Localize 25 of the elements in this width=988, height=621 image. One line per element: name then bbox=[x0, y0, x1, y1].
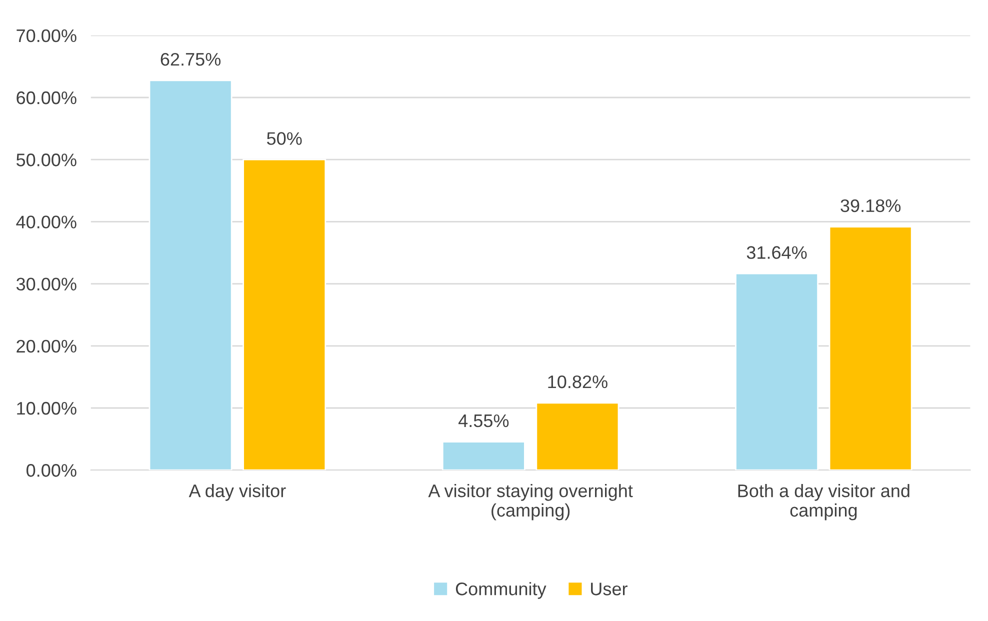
y-tick-label: 40.00% bbox=[16, 216, 76, 228]
legend-label: User bbox=[591, 582, 628, 596]
x-tick-label: A visitor staying overnight (camping) bbox=[428, 484, 633, 520]
y-tick-label: 70.00% bbox=[16, 29, 76, 42]
y-tick-label: 10.00% bbox=[17, 402, 76, 415]
data-label: 10.82% bbox=[548, 375, 608, 388]
y-tick-label: 30.00% bbox=[16, 278, 76, 291]
y-tick-label: 60.00% bbox=[16, 91, 76, 104]
data-label: 62.75% bbox=[160, 52, 221, 66]
bar bbox=[735, 272, 818, 470]
data-label: 39.18% bbox=[840, 199, 901, 212]
data-label: 4.55% bbox=[458, 414, 509, 428]
y-tick-label: 20.00% bbox=[16, 340, 76, 353]
legend-label: Community bbox=[456, 582, 546, 599]
x-tick-label: Both a day visitor and camping bbox=[738, 484, 910, 520]
bar bbox=[536, 402, 620, 470]
bar bbox=[828, 226, 912, 470]
x-tick-label: A day visitor bbox=[188, 484, 286, 501]
bar bbox=[442, 441, 526, 470]
bar bbox=[242, 158, 326, 470]
bar bbox=[148, 80, 232, 470]
data-label: 50% bbox=[267, 132, 302, 145]
y-tick-label: 50.00% bbox=[16, 154, 76, 166]
y-tick-label: 0.00% bbox=[26, 464, 76, 477]
data-label: 31.64% bbox=[746, 246, 807, 259]
